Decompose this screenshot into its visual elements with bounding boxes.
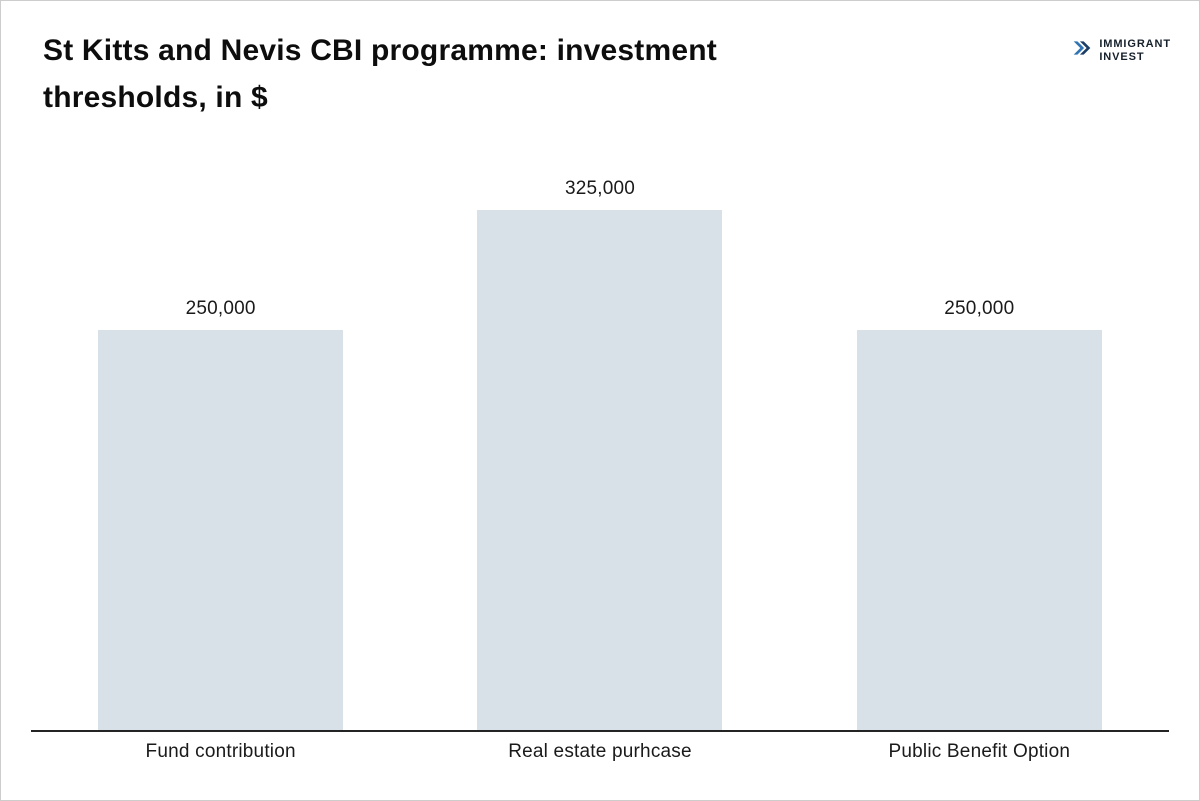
bar-chart-plot: 250,000 325,000 250,000 — [31, 170, 1169, 730]
category-label: Real estate purhcase — [508, 741, 692, 762]
bar — [856, 330, 1102, 730]
logo-wordmark: IMMIGRANT INVEST — [1099, 37, 1171, 64]
header: St Kitts and Nevis CBI programme: invest… — [1, 1, 1199, 121]
double-chevron-right-icon — [1074, 41, 1091, 55]
bar-value-label: 250,000 — [944, 298, 1015, 319]
category-label: Public Benefit Option — [888, 741, 1071, 762]
page-title-line1: St Kitts and Nevis CBI programme: invest… — [43, 34, 717, 67]
logo-text-line1: IMMIGRANT — [1099, 38, 1171, 50]
bar-column: 250,000 — [790, 298, 1169, 730]
page-title-line2: thresholds, in $ — [43, 81, 268, 114]
bar-column: 250,000 — [31, 298, 410, 730]
category-labels-row: Fund contribution Real estate purhcase Pub… — [31, 732, 1169, 763]
category-label: Fund contribution — [145, 741, 296, 762]
bar-value-label: 325,000 — [564, 178, 636, 199]
bar — [98, 330, 344, 730]
immigrant-invest-logo: IMMIGRANT INVEST — [1072, 27, 1171, 64]
bar — [477, 210, 723, 730]
x-axis-line — [31, 730, 1169, 732]
bar-value-label: 250,000 — [185, 298, 256, 319]
page-title: St Kitts and Nevis CBI programme: invest… — [43, 27, 717, 121]
bar-column: 325,000 — [410, 178, 789, 730]
logo-text-line2: INVEST — [1099, 51, 1145, 63]
